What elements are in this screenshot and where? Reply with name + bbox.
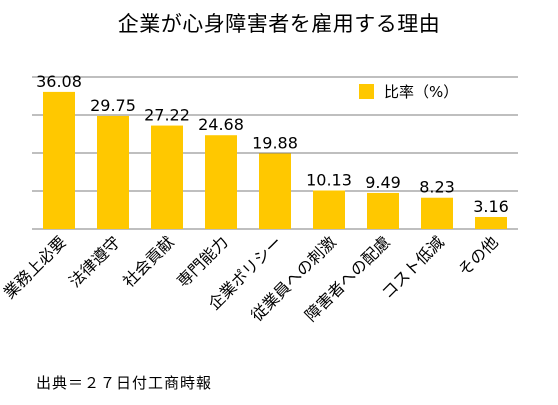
- bar: [313, 190, 345, 229]
- data-label: 19.88: [252, 133, 298, 152]
- legend-swatch: [359, 84, 374, 99]
- bar: [151, 125, 183, 229]
- bar: [475, 216, 507, 229]
- category-label: 法律遵守: [65, 232, 124, 291]
- data-label: 27.22: [144, 106, 190, 125]
- data-label: 9.49: [365, 173, 401, 192]
- data-label: 8.23: [419, 178, 455, 197]
- category-label: 業務上必要: [0, 232, 70, 302]
- bar: [421, 197, 453, 229]
- chart-title: 企業が心身障害者を雇用する理由: [117, 12, 441, 36]
- category-label: 社会貢献: [119, 232, 178, 291]
- legend-label: 比率（%）: [384, 83, 458, 101]
- bar: [43, 91, 75, 230]
- source-note: 出典＝２７日付工商時報: [36, 374, 213, 392]
- bar: [259, 153, 291, 229]
- bar: [367, 192, 399, 229]
- data-label: 3.16: [473, 197, 509, 216]
- bar: [97, 115, 129, 229]
- data-label: 36.08: [36, 72, 82, 91]
- bar: [205, 135, 237, 229]
- data-label: 10.13: [306, 171, 352, 190]
- data-label: 24.68: [198, 115, 244, 134]
- data-label: 29.75: [90, 96, 136, 115]
- category-label: その他: [454, 232, 501, 279]
